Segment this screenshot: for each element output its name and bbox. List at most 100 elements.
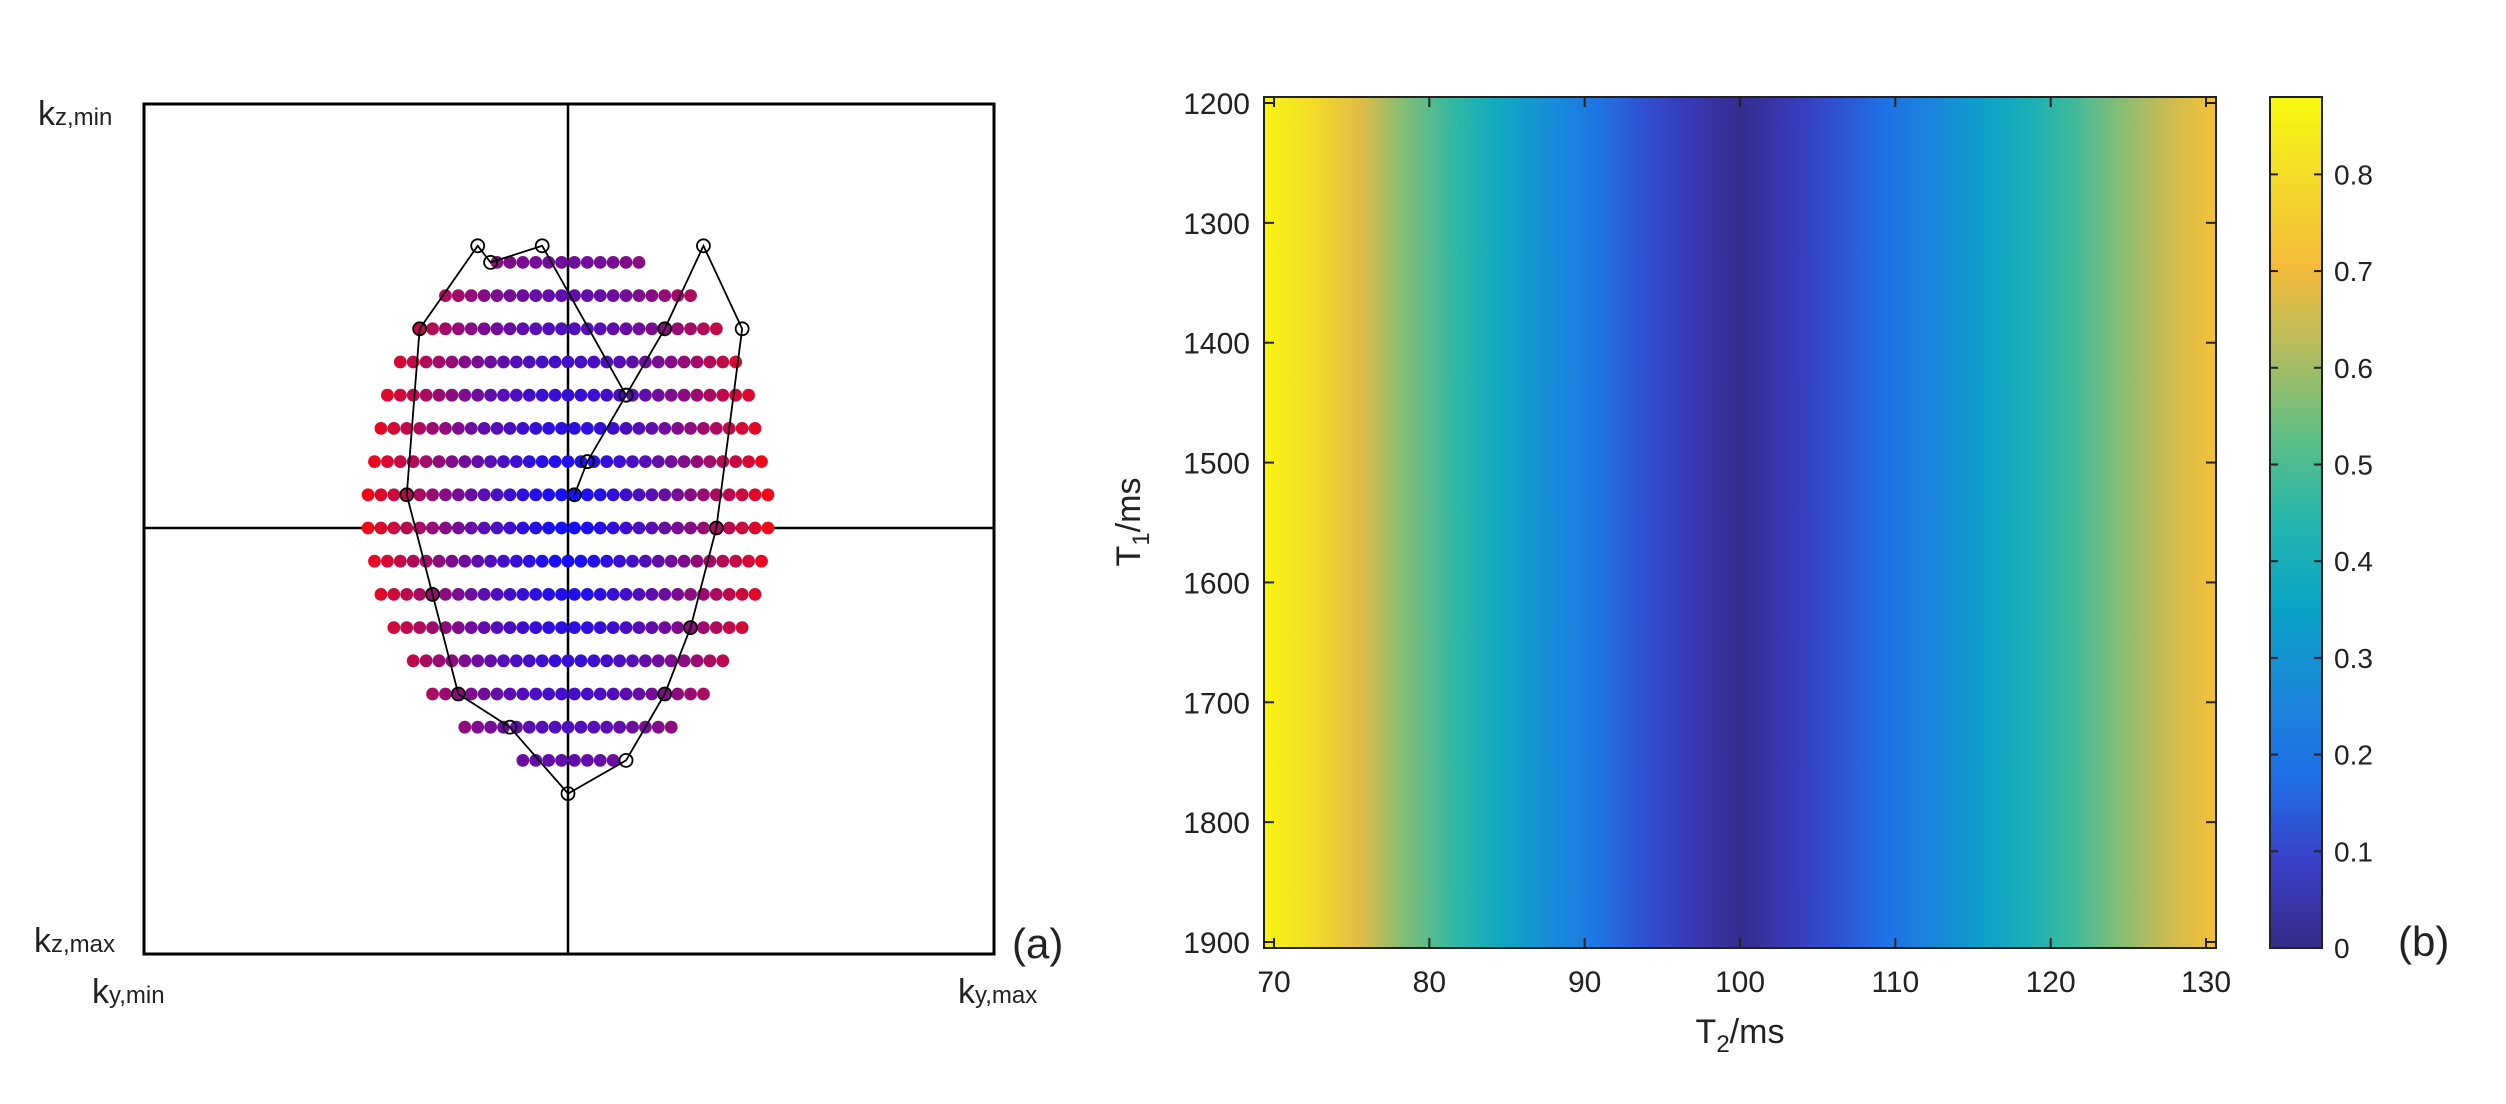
sample-point: [432, 455, 446, 468]
sample-point: [580, 289, 594, 302]
sample-point: [587, 388, 601, 402]
sample-point: [722, 621, 736, 634]
sample-point: [471, 455, 485, 468]
y-tick-label: 1300: [1183, 208, 1250, 241]
sample-point: [697, 488, 710, 502]
sample-point: [755, 455, 768, 468]
sample-point: [742, 554, 755, 568]
sample-point: [490, 621, 504, 634]
sample-point: [580, 621, 594, 634]
sample-point: [671, 687, 685, 701]
sample-point: [516, 621, 530, 634]
sample-point: [400, 521, 414, 535]
sample-point: [451, 588, 465, 601]
sample-point: [561, 654, 575, 668]
sample-point: [555, 687, 568, 701]
sample-point: [748, 488, 762, 502]
sample-point: [484, 720, 497, 734]
sample-point: [510, 554, 523, 568]
sample-point: [722, 521, 736, 535]
sample-point: [677, 388, 691, 402]
trajectory-marker: [708, 520, 724, 536]
colorbar-tick-label: 0.6: [2334, 353, 2373, 384]
sample-point: [503, 488, 517, 502]
sample-point: [529, 754, 543, 767]
sample-point: [664, 388, 678, 402]
sample-point: [619, 521, 633, 535]
colorbar-tick-label: 0.1: [2334, 836, 2373, 867]
y-axis-label: T1/ms: [1110, 478, 1155, 567]
sample-point: [748, 422, 762, 435]
sample-point: [477, 289, 491, 302]
sample-point: [677, 455, 691, 468]
sample-point: [703, 388, 717, 402]
trajectory-marker: [579, 454, 595, 470]
sample-point: [651, 654, 665, 668]
sample-point: [548, 455, 562, 468]
sample-point: [497, 554, 510, 568]
sample-point: [406, 654, 420, 668]
kz-min-base: k: [38, 95, 56, 133]
sample-point: [735, 588, 749, 601]
sample-point: [619, 621, 633, 634]
sample-point: [432, 388, 446, 402]
sample-point: [503, 521, 517, 535]
sample-point: [658, 488, 672, 502]
sample-point: [542, 488, 556, 502]
sample-point: [729, 388, 743, 402]
colorbar-tick-label: 0.4: [2334, 546, 2373, 577]
sample-point: [445, 554, 459, 568]
sample-point: [639, 455, 652, 468]
sample-point: [497, 388, 510, 402]
sample-point: [490, 322, 504, 336]
sample-point: [374, 588, 388, 601]
sample-point: [645, 289, 659, 302]
sample-point: [684, 488, 697, 502]
trajectory-marker: [657, 686, 673, 702]
sample-point: [658, 521, 672, 535]
sample-point: [529, 422, 543, 435]
sample-point: [555, 588, 568, 601]
x-axis-label-base: T: [1696, 1013, 1717, 1051]
sample-point: [645, 521, 659, 535]
colorbar-ticks: 0 0.1 0.2 0.3 0.4 0.5 0.6 0.7 0.8: [2270, 159, 2373, 964]
kz-min-label: kz,min: [38, 95, 112, 133]
sample-point: [484, 455, 497, 468]
sample-point: [561, 355, 575, 369]
sample-point: [606, 256, 620, 269]
sample-point: [458, 654, 472, 668]
sample-point: [477, 322, 491, 336]
sample-point: [445, 388, 459, 402]
sample-point: [626, 720, 639, 734]
sample-point: [684, 289, 697, 302]
sample-point: [561, 720, 575, 734]
colorbar-tick-label: 0.3: [2334, 643, 2373, 674]
trajectory-marker: [567, 487, 582, 503]
sample-point: [600, 720, 614, 734]
sample-point: [439, 588, 452, 601]
sample-point: [645, 687, 659, 701]
sample-point: [477, 422, 491, 435]
sample-point: [619, 588, 633, 601]
y-axis-label-base: T: [1110, 546, 1148, 567]
sample-point: [522, 388, 536, 402]
sample-point: [432, 355, 446, 369]
sample-point: [451, 322, 465, 336]
trajectory-marker: [683, 620, 698, 635]
sample-point: [619, 256, 633, 269]
sample-point: [439, 521, 452, 535]
sample-point: [671, 422, 685, 435]
sample-point: [593, 521, 607, 535]
sample-point: [677, 554, 691, 568]
kz-max-label: kz,max: [34, 922, 115, 960]
sample-point: [645, 588, 659, 601]
sample-point: [664, 554, 678, 568]
sample-point: [419, 455, 433, 468]
sample-point: [606, 422, 620, 435]
kz-max-sub: z,max: [51, 931, 115, 958]
colorbar-tick-label: 0.2: [2334, 740, 2373, 771]
y-axis-ticks: 1200 1300 1400 1500 1600 1700 1800 1900: [1183, 88, 2216, 960]
sample-point: [593, 488, 607, 502]
sample-point: [580, 422, 594, 435]
trajectory-marker: [618, 387, 634, 403]
